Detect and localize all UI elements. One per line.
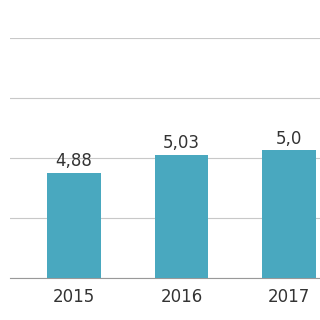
Bar <box>47 173 101 320</box>
Text: 5,0: 5,0 <box>276 130 302 148</box>
Bar <box>155 155 208 320</box>
Text: 5,03: 5,03 <box>163 134 200 152</box>
Text: 4,88: 4,88 <box>56 152 92 171</box>
Bar <box>262 150 316 320</box>
